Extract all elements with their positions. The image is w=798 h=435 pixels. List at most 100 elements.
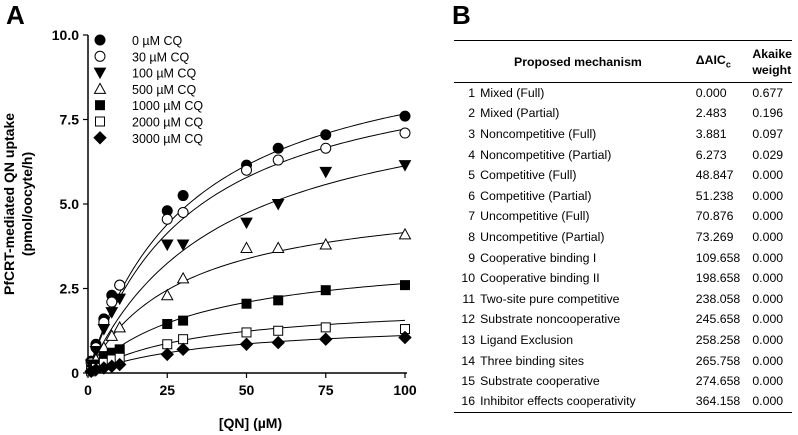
legend-label: 3000 µM CQ bbox=[132, 132, 203, 146]
header-mechanism: Proposed mechanism bbox=[514, 54, 642, 69]
y-axis-units: (pmol/oocyte/h) bbox=[19, 152, 35, 256]
legend-marker bbox=[93, 67, 107, 80]
data-point bbox=[319, 332, 333, 346]
x-tick-label: 75 bbox=[318, 382, 334, 398]
row-mechanism: Mixed (Full) bbox=[480, 86, 545, 101]
table-row: 5 Competitive (Full) 48.847 0.000 bbox=[454, 165, 792, 186]
y-tick-label: 0 bbox=[71, 365, 79, 381]
table-row: 14 Three binding sites 265.758 0.000 bbox=[454, 350, 792, 371]
data-point bbox=[178, 334, 189, 345]
y-tick-label: 7.5 bbox=[60, 112, 80, 128]
row-mechanism: Cooperative binding II bbox=[480, 271, 600, 286]
data-point bbox=[320, 322, 331, 333]
row-delta-aic: 6.273 bbox=[695, 147, 727, 162]
row-mechanism: Noncompetitive (Partial) bbox=[480, 147, 612, 162]
data-point bbox=[241, 164, 252, 176]
data-point bbox=[178, 315, 189, 326]
table-row: 8 Uncompetitive (Partial) 73.269 0.000 bbox=[454, 227, 792, 248]
data-point bbox=[319, 238, 333, 250]
y-tick-label: 5.0 bbox=[60, 196, 80, 212]
data-point bbox=[114, 279, 126, 291]
data-point bbox=[320, 142, 332, 154]
row-akaike-weight: 0.000 bbox=[752, 291, 784, 306]
row-mechanism: Mixed (Partial) bbox=[480, 106, 560, 121]
header-akaike-weight: Akaike weight bbox=[752, 41, 792, 83]
row-delta-aic: 258.258 bbox=[695, 332, 741, 347]
legend-label: 2000 µM CQ bbox=[132, 116, 203, 130]
row-akaike-weight: 0.677 bbox=[752, 86, 784, 101]
row-mechanism: Three binding sites bbox=[480, 353, 584, 368]
y-axis-title: PfCRT-mediated QN uptake bbox=[1, 113, 17, 295]
header-delta-aic: ΔAICc bbox=[696, 41, 753, 83]
data-point bbox=[320, 285, 331, 296]
row-mechanism: Inhibitor effects cooperativity bbox=[480, 394, 636, 409]
fit-curve bbox=[87, 128, 406, 374]
row-akaike-weight: 0.000 bbox=[752, 374, 784, 389]
row-mechanism: Two-site pure competitive bbox=[480, 291, 620, 306]
y-tick-label: 2.5 bbox=[60, 281, 80, 297]
data-point bbox=[320, 129, 332, 141]
row-number: 6 bbox=[468, 188, 476, 203]
data-point bbox=[398, 227, 412, 240]
row-akaike-weight: 0.000 bbox=[752, 188, 784, 203]
data-point bbox=[319, 166, 333, 179]
data-point bbox=[177, 190, 189, 202]
data-point bbox=[162, 339, 173, 350]
row-number: 10 bbox=[461, 271, 476, 286]
row-delta-aic: 238.058 bbox=[695, 291, 741, 306]
row-number: 2 bbox=[468, 106, 476, 121]
row-delta-aic: 109.658 bbox=[695, 250, 741, 265]
data-point bbox=[114, 344, 125, 355]
table-row: 15 Substrate cooperative 274.658 0.000 bbox=[454, 371, 792, 392]
header-number bbox=[454, 41, 480, 83]
table-row: 7 Uncompetitive (Full) 70.876 0.000 bbox=[454, 206, 792, 227]
row-delta-aic: 3.881 bbox=[695, 126, 727, 141]
header-delta-aic-sub: c bbox=[725, 59, 731, 70]
table-row: 11 Two-site pure competitive 238.058 0.000 bbox=[454, 288, 792, 309]
data-point bbox=[400, 280, 410, 291]
row-delta-aic: 245.658 bbox=[695, 312, 741, 327]
row-delta-aic: 73.269 bbox=[695, 229, 734, 244]
row-akaike-weight: 0.000 bbox=[752, 312, 784, 327]
row-number: 7 bbox=[468, 209, 476, 224]
row-number: 5 bbox=[468, 168, 476, 183]
row-mechanism: Uncompetitive (Partial) bbox=[480, 229, 605, 244]
table-row: 9 Cooperative binding I 109.658 0.000 bbox=[454, 247, 792, 268]
row-akaike-weight: 0.029 bbox=[752, 147, 784, 162]
data-point bbox=[271, 241, 285, 253]
row-mechanism: Competitive (Full) bbox=[480, 168, 577, 183]
panel-label-b: B bbox=[452, 0, 471, 30]
row-akaike-weight: 0.097 bbox=[752, 126, 784, 141]
x-tick-label: 0 bbox=[84, 382, 92, 398]
row-number: 1 bbox=[468, 86, 476, 101]
row-mechanism: Competitive (Partial) bbox=[480, 188, 592, 203]
row-mechanism: Ligand Exclusion bbox=[480, 332, 574, 347]
table-row: 12 Substrate noncooperative 245.658 0.000 bbox=[454, 309, 792, 330]
row-delta-aic: 48.847 bbox=[695, 168, 734, 183]
data-point bbox=[160, 347, 174, 362]
data-point bbox=[162, 318, 173, 329]
legend-label: 30 µM CQ bbox=[132, 50, 189, 64]
data-point bbox=[398, 330, 412, 345]
legend-marker bbox=[93, 82, 107, 94]
row-number: 4 bbox=[468, 147, 476, 162]
data-point bbox=[106, 296, 118, 308]
data-point bbox=[271, 199, 285, 211]
row-delta-aic: 274.658 bbox=[695, 374, 741, 389]
row-akaike-weight: 0.000 bbox=[752, 353, 784, 368]
legend-marker bbox=[95, 100, 105, 111]
data-point bbox=[241, 327, 252, 338]
data-point bbox=[272, 154, 284, 166]
row-mechanism: Substrate noncooperative bbox=[480, 312, 621, 327]
row-akaike-weight: 0.196 bbox=[752, 106, 784, 121]
data-point bbox=[272, 142, 284, 154]
data-point bbox=[160, 288, 174, 301]
data-point bbox=[177, 206, 189, 218]
row-delta-aic: 265.758 bbox=[695, 353, 741, 368]
legend-marker bbox=[94, 50, 106, 62]
table-row: 2 Mixed (Partial) 2.483 0.196 bbox=[454, 103, 792, 124]
data-point bbox=[240, 217, 253, 230]
row-akaike-weight: 0.000 bbox=[752, 332, 784, 347]
data-point bbox=[160, 239, 174, 252]
